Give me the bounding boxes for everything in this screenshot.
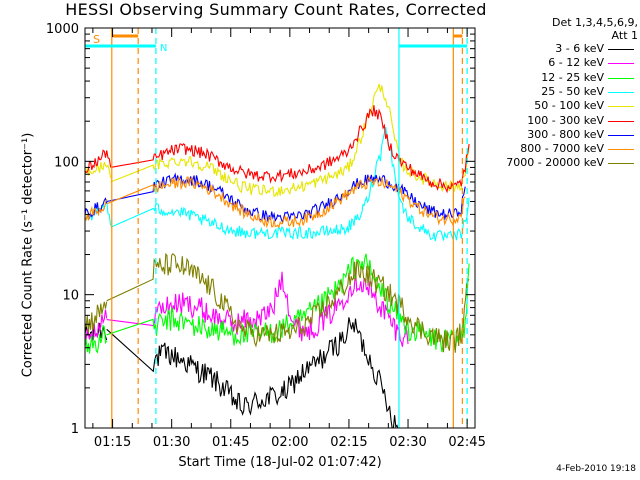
- x-tick-label: 01:30: [153, 435, 190, 450]
- x-tick-label: 01:15: [94, 435, 131, 450]
- legend-label: 300 - 800 keV: [527, 127, 604, 141]
- legend-label: 3 - 6 keV: [555, 42, 604, 55]
- legend-entry: 7000 - 20000 keV: [470, 156, 638, 170]
- legend-swatch: [608, 77, 634, 79]
- series-line-800-7000-kev: [85, 175, 466, 229]
- legend-entry: 6 - 12 keV: [470, 56, 638, 70]
- legend-swatch: [608, 49, 634, 50]
- footer-timestamp: 4-Feb-2010 19:18: [556, 464, 636, 474]
- legend-entry: 50 - 100 keV: [470, 99, 638, 113]
- y-axis-label: Corrected Count Rate (s⁻¹ detector⁻¹): [20, 132, 36, 378]
- legend-header-detectors: Det 1,3,4,5,6,9,: [551, 16, 638, 29]
- x-tick-label: 02:45: [448, 435, 485, 450]
- x-tick-label: 01:45: [212, 435, 249, 450]
- legend-entry: 25 - 50 keV: [470, 85, 638, 99]
- legend-entry: 800 - 7000 keV: [470, 142, 638, 156]
- legend-label: 12 - 25 keV: [541, 70, 604, 84]
- x-tick-label: 02:30: [389, 435, 426, 450]
- y-tick-label: 100: [54, 155, 79, 170]
- legend-swatch: [608, 106, 634, 108]
- series-line-50-100-kev: [85, 83, 470, 198]
- legend-swatch: [608, 163, 634, 165]
- x-tick-label: 02:15: [330, 435, 367, 450]
- legend-label: 800 - 7000 keV: [520, 142, 604, 156]
- y-tick-label: 1: [71, 422, 79, 437]
- series-line-25-50-kev: [85, 126, 470, 242]
- legend-label: 25 - 50 keV: [541, 84, 604, 98]
- legend-label: 100 - 300 keV: [527, 113, 604, 127]
- chart-title: HESSI Observing Summary Count Rates, Cor…: [65, 0, 487, 19]
- series-line-12-25-kev: [85, 253, 470, 354]
- legend-swatch: [608, 63, 634, 65]
- x-axis-label: Start Time (18-Jul-02 01:07:42): [178, 455, 382, 470]
- series-line-6-12-kev: [85, 270, 409, 347]
- legend-swatch: [608, 149, 634, 151]
- saa-label: S: [93, 33, 100, 46]
- series-line-100-300-kev: [85, 105, 470, 194]
- y-tick-label: 1000: [46, 22, 79, 37]
- legend-swatch: [608, 120, 634, 122]
- legend-entry: 100 - 300 keV: [470, 114, 638, 128]
- series-line-7000-20000-kev: [85, 252, 470, 353]
- legend-label: 6 - 12 keV: [548, 56, 604, 70]
- legend-label: 50 - 100 keV: [534, 99, 604, 113]
- legend-header-attenuator: Att 1: [611, 29, 638, 42]
- x-tick-label: 02:00: [271, 435, 308, 450]
- legend-entry: 3 - 6 keV: [470, 42, 638, 56]
- plot-frame: [84, 27, 476, 429]
- legend-label: 7000 - 20000 keV: [506, 156, 604, 170]
- y-tick-label: 10: [62, 289, 79, 304]
- legend-swatch: [608, 91, 634, 93]
- legend-swatch: [608, 134, 634, 136]
- legend-entry: 12 - 25 keV: [470, 71, 638, 85]
- night-label: N: [160, 43, 167, 54]
- legend-entry: 300 - 800 keV: [470, 128, 638, 142]
